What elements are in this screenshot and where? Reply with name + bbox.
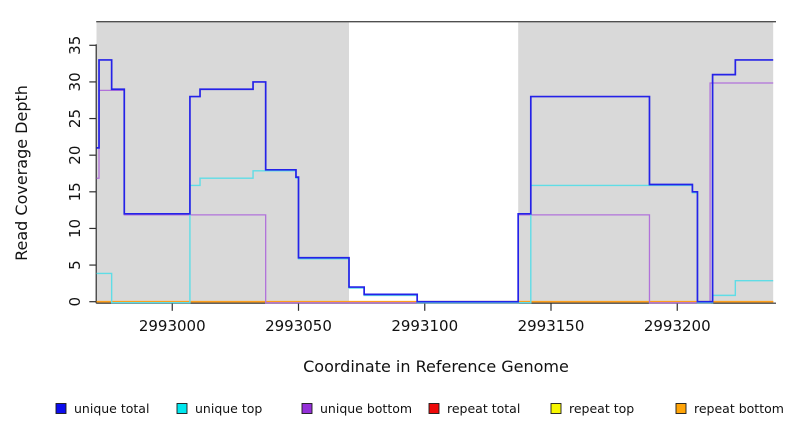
y-tick-label: 10 (66, 219, 84, 238)
legend-label: unique top (195, 401, 262, 416)
legend-label: repeat total (447, 401, 520, 416)
y-tick-label: 15 (66, 182, 84, 201)
legend-swatch-repeat-total (428, 403, 440, 414)
y-tick-label: 20 (66, 146, 84, 165)
coverage-region-band-1 (518, 22, 774, 304)
legend-swatch-repeat-top (550, 403, 562, 414)
x-tick-label: 2993200 (644, 317, 711, 335)
legend-item-unique-top: unique top (176, 401, 262, 416)
y-tick-label: 5 (66, 260, 84, 270)
y-axis-title: Read Coverage Depth (12, 85, 31, 261)
legend-swatch-repeat-bottom (675, 403, 687, 414)
axes-layer: 2993000 2993050 2993100 2993150 2993200 0 5 10 1… (66, 21, 776, 335)
x-axis-title: Coordinate in Reference Genome (303, 357, 569, 376)
coverage-region-band-0 (96, 22, 349, 304)
series-line-unique-top (96, 170, 774, 304)
y-tick-label: 30 (66, 72, 84, 91)
legend-label: repeat bottom (694, 401, 784, 416)
x-tick-label: 2993100 (391, 317, 458, 335)
legend-label: repeat top (569, 401, 634, 416)
legend: unique total unique top unique bottom repea… (55, 401, 784, 416)
legend-swatch-unique-total (55, 403, 67, 414)
legend-swatch-unique-bottom (301, 403, 313, 414)
x-tick-label: 2993050 (265, 317, 332, 335)
x-tick-label: 2993150 (518, 317, 585, 335)
legend-label: unique bottom (320, 401, 412, 416)
shaded-regions-layer (96, 22, 774, 304)
legend-item-unique-bottom: unique bottom (301, 401, 412, 416)
legend-swatch-unique-top (176, 403, 188, 414)
x-tick-label: 2993000 (139, 317, 206, 335)
legend-item-repeat-total: repeat total (428, 401, 520, 416)
y-tick-label: 0 (66, 297, 84, 307)
y-tick-label: 35 (66, 36, 84, 55)
legend-label: unique total (74, 401, 149, 416)
series-line-unique-total (96, 59, 774, 303)
y-tick-label: 25 (66, 109, 84, 128)
legend-item-repeat-bottom: repeat bottom (675, 401, 784, 416)
legend-item-unique-total: unique total (55, 401, 149, 416)
series-layer (96, 59, 774, 304)
legend-item-repeat-top: repeat top (550, 401, 634, 416)
